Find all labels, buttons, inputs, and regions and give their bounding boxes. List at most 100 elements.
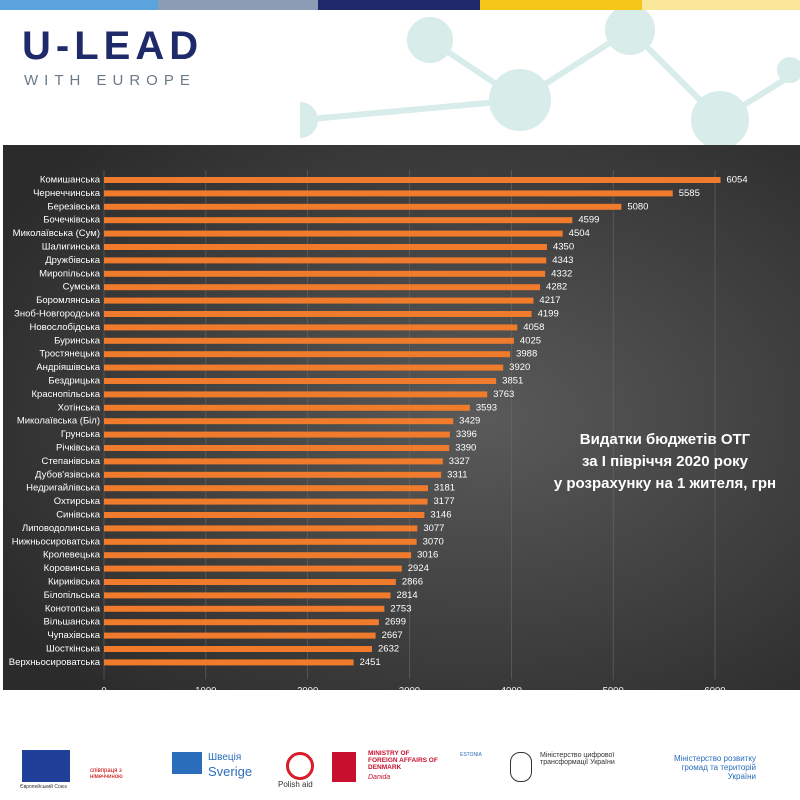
value-label: 3988	[516, 349, 537, 360]
bar	[104, 458, 443, 465]
y-tick-label: Дубов'язівська	[35, 469, 101, 480]
strip	[158, 0, 318, 10]
y-tick-label: Коровинська	[44, 563, 101, 574]
y-tick-label: Степанівська	[42, 456, 101, 467]
y-tick-label: Краснопільська	[32, 389, 101, 400]
x-tick-label: 5000	[603, 686, 624, 690]
germany-label: співпраця з німеччиною	[90, 768, 123, 780]
value-label: 3851	[502, 376, 523, 387]
value-label: 3429	[459, 416, 480, 427]
bar	[104, 619, 379, 626]
y-tick-label: Сумська	[63, 282, 101, 293]
y-tick-label: Грунська	[61, 429, 101, 440]
strip	[642, 0, 800, 10]
value-label: 3311	[447, 469, 467, 480]
y-tick-label: Недригайлівська	[26, 483, 101, 494]
bar	[104, 525, 418, 532]
digital-label: Міністерство цифрової трансформації Укра…	[540, 752, 615, 766]
y-tick-label: Миколаївська (Біл)	[17, 416, 100, 427]
bar	[104, 364, 504, 371]
y-tick-label: Новослобідська	[30, 322, 101, 333]
value-label: 3396	[456, 429, 477, 440]
strip	[480, 0, 642, 10]
y-tick-label: Бочечківська	[43, 215, 100, 226]
value-label: 4504	[569, 228, 590, 239]
x-tick-label: 2000	[297, 686, 318, 690]
poland-label: Polish aid	[278, 780, 313, 789]
y-tick-label: Миколаївська (Сум)	[13, 228, 100, 239]
bar	[104, 538, 417, 545]
bar	[104, 512, 425, 518]
x-tick-label: 1000	[195, 686, 216, 690]
bar	[104, 284, 541, 291]
y-tick-label: Миропільська	[39, 268, 101, 279]
y-tick-label: Андріяшівська	[36, 362, 100, 373]
value-label: 3390	[455, 443, 476, 454]
eu-label: Європейський Союз	[20, 784, 67, 790]
denmark-icon	[332, 752, 356, 782]
regional-label: Міністерство розвитку громад та територі…	[673, 754, 756, 781]
danida-label: Danida	[368, 774, 391, 781]
tagline: WITH EUROPE	[24, 72, 196, 89]
bar	[104, 565, 402, 572]
y-tick-label: Буринська	[54, 335, 101, 346]
y-tick-label: Чупахівська	[47, 630, 100, 641]
value-label: 3920	[509, 362, 530, 373]
y-tick-label: Нижньосироватська	[12, 536, 101, 547]
bar	[104, 445, 450, 451]
y-tick-label: Тростянецька	[39, 349, 100, 360]
value-label: 3763	[493, 389, 514, 400]
bar	[104, 404, 470, 411]
y-tick-label: Дружбівська	[45, 255, 100, 266]
chart-title: за І півріччя 2020 року	[582, 453, 749, 470]
y-tick-label: Чернеччинська	[33, 188, 101, 199]
y-tick-label: Комишанська	[40, 175, 101, 186]
y-tick-label: Кириківська	[48, 577, 101, 588]
bar	[104, 297, 534, 304]
value-label: 2699	[385, 617, 406, 628]
chart-title: Видатки бюджетів ОТГ	[580, 431, 751, 448]
value-label: 4199	[538, 309, 559, 320]
value-label: 4332	[551, 268, 572, 279]
bar	[104, 217, 573, 224]
value-label: 5080	[627, 201, 648, 212]
y-tick-label: Конотопська	[45, 603, 101, 614]
value-label: 3327	[449, 456, 470, 467]
y-tick-label: Верхньосироватська	[9, 657, 101, 668]
strip	[318, 0, 480, 10]
bar	[104, 190, 673, 197]
x-tick-label: 3000	[399, 686, 420, 690]
y-tick-label: Боромлянська	[36, 295, 101, 306]
x-tick-label: 0	[101, 686, 106, 690]
decoration	[300, 10, 800, 145]
value-label: 4025	[520, 335, 541, 346]
value-label: 4282	[546, 282, 567, 293]
y-tick-label: Вільшанська	[44, 617, 101, 628]
bar	[104, 592, 391, 599]
estonia-label: ESTONIA	[460, 752, 482, 758]
value-label: 3070	[423, 536, 444, 547]
bar	[104, 257, 547, 264]
y-tick-label: Річківська	[56, 443, 101, 454]
denmark-label: MINISTRY OF FOREIGN AFFAIRS OF DENMARK	[368, 750, 438, 771]
bar	[104, 431, 450, 438]
value-label: 3177	[434, 496, 455, 507]
y-tick-label: Кролевецька	[43, 550, 101, 561]
chart-title: у розрахунку на 1 жителя, грн	[554, 475, 776, 492]
bar	[104, 646, 373, 652]
bar	[104, 552, 412, 559]
bar	[104, 203, 622, 210]
y-tick-label: Липоводолинська	[22, 523, 101, 534]
chart: 0 1000 2000 3000 4000 5000 6000 Комишанська 6054…	[3, 145, 800, 690]
bar	[104, 471, 442, 478]
value-label: 4058	[523, 322, 544, 333]
bar	[104, 605, 385, 612]
bar	[104, 311, 532, 317]
sweden-flag	[172, 752, 202, 774]
bar	[104, 485, 428, 492]
value-label: 2924	[408, 563, 429, 574]
eu-flag	[22, 750, 70, 782]
x-tick-label: 4000	[501, 686, 522, 690]
bar	[104, 351, 511, 358]
